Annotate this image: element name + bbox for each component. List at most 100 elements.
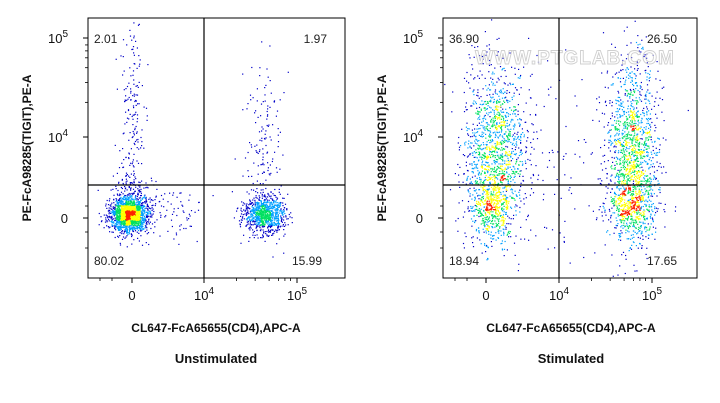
data-point [139, 223, 141, 225]
data-point [276, 231, 278, 233]
data-point [131, 204, 133, 207]
data-point [260, 164, 262, 166]
data-point [144, 212, 146, 214]
data-point [473, 135, 475, 137]
data-point [267, 223, 269, 225]
data-point [133, 179, 135, 181]
data-point [518, 68, 520, 70]
data-point [269, 218, 271, 220]
data-point [255, 223, 257, 226]
data-point [477, 46, 479, 48]
data-point [479, 203, 481, 205]
data-point [249, 222, 251, 224]
data-point [277, 202, 279, 204]
data-point [467, 208, 469, 210]
data-point [479, 70, 481, 72]
data-point [120, 211, 122, 213]
data-point [485, 100, 487, 103]
data-point [507, 137, 509, 139]
data-point [275, 211, 277, 213]
data-point [143, 218, 145, 221]
data-point [492, 132, 494, 134]
data-point [280, 208, 282, 210]
data-point [131, 195, 133, 197]
data-point [517, 135, 520, 138]
data-point [493, 146, 495, 148]
data-point [114, 204, 116, 206]
data-point [493, 202, 496, 204]
data-point [494, 196, 496, 198]
data-point [254, 199, 256, 201]
data-point [251, 146, 253, 148]
data-point [117, 209, 119, 211]
data-point [120, 219, 122, 221]
data-point [493, 109, 495, 112]
data-point [178, 243, 180, 245]
data-point [494, 157, 496, 159]
data-point [490, 171, 492, 173]
data-point [139, 59, 141, 61]
data-point [137, 201, 140, 203]
data-point [274, 209, 276, 211]
data-point [172, 192, 175, 194]
data-point [236, 208, 238, 210]
data-point [114, 208, 116, 210]
data-point [137, 203, 139, 205]
data-point [477, 95, 479, 97]
data-point [141, 216, 143, 219]
data-point [486, 216, 488, 219]
data-point [505, 120, 507, 122]
data-point [138, 232, 140, 234]
data-point [148, 219, 150, 221]
data-point [487, 179, 489, 181]
data-point [265, 206, 267, 208]
data-point [135, 213, 137, 215]
data-point [125, 183, 127, 185]
data-point [481, 196, 483, 198]
data-point [479, 103, 481, 105]
data-point [495, 158, 498, 161]
data-point [125, 227, 127, 229]
data-point [263, 137, 266, 140]
data-point [125, 111, 127, 113]
data-point [261, 41, 263, 43]
data-point [499, 167, 501, 169]
data-point [287, 224, 289, 226]
data-point [511, 98, 513, 101]
data-point [281, 217, 283, 219]
data-point [490, 205, 492, 208]
data-point [283, 252, 285, 254]
data-point [151, 216, 153, 218]
data-point [130, 189, 132, 191]
data-point [474, 181, 476, 183]
data-point [129, 132, 131, 134]
data-point [487, 209, 489, 211]
data-point [256, 221, 258, 223]
data-point [120, 200, 122, 202]
data-point [257, 221, 259, 223]
data-point [132, 188, 135, 190]
data-point [266, 115, 269, 117]
data-point [125, 236, 127, 238]
data-point [131, 209, 133, 211]
data-point [115, 210, 117, 212]
data-point [128, 211, 130, 213]
data-point [484, 172, 486, 174]
data-point [258, 131, 261, 133]
data-point [472, 167, 474, 169]
data-point [491, 226, 493, 228]
data-point [137, 141, 139, 143]
data-point [121, 220, 123, 222]
data-point [117, 194, 119, 196]
data-point [247, 223, 249, 225]
data-point [139, 209, 141, 211]
data-point [507, 163, 509, 165]
data-point [127, 222, 129, 224]
data-point [262, 189, 264, 191]
data-point [496, 109, 498, 111]
data-point [481, 131, 483, 133]
data-point [128, 82, 130, 84]
data-point [509, 178, 511, 180]
data-point [118, 202, 120, 205]
data-point [264, 138, 266, 140]
